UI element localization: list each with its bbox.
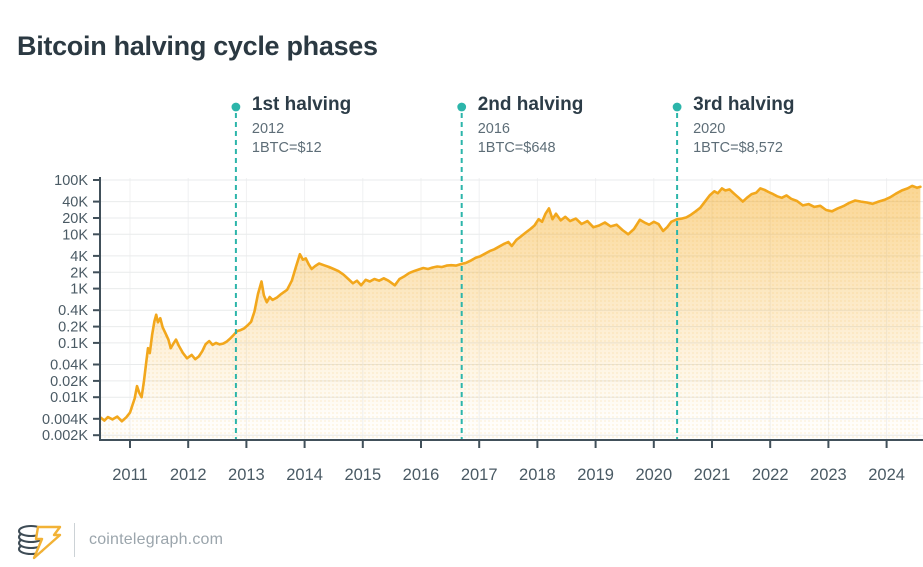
cointelegraph-coins-lightning-icon <box>17 524 62 560</box>
x-tick-label: 2020 <box>635 466 672 484</box>
footer: cointelegraph.com <box>16 520 223 560</box>
price-line <box>99 184 922 423</box>
x-tick-label: 2012 <box>170 466 207 484</box>
y-tick-label: 10K <box>62 227 88 243</box>
y-tick-label: 0.04K <box>50 358 88 374</box>
y-tick-label: 0.01K <box>50 390 88 406</box>
y-tick-label: 40K <box>62 195 88 211</box>
x-tick-label: 2015 <box>344 466 381 484</box>
x-tick-label: 2011 <box>112 466 147 484</box>
annotation-price: 1BTC=$8,572 <box>693 140 783 157</box>
annotation-price: 1BTC=$648 <box>477 140 556 157</box>
y-tick-label: 100K <box>54 173 88 189</box>
y-tick-label: 0.02K <box>50 374 88 390</box>
y-tick-label: 0.002K <box>42 428 88 444</box>
annotation-title: 1st halving <box>251 94 352 115</box>
x-tick-label: 2016 <box>403 466 440 484</box>
x-tick-label: 2023 <box>810 466 847 484</box>
price-area-texture <box>100 185 921 438</box>
annotation-1st-halving: 1st halving 2012 1BTC=$12 <box>251 94 432 158</box>
annotation-2nd-halving: 2nd halving 2016 1BTC=$648 <box>477 94 658 158</box>
annotation-year: 2012 <box>251 120 285 137</box>
annotation-title: 3rd halving <box>693 94 795 115</box>
x-tick-label: 2021 <box>694 466 731 484</box>
annotation-3rd-halving: 3rd halving 2020 1BTC=$8,572 <box>693 94 873 158</box>
annotation-price: 1BTC=$12 <box>251 140 322 157</box>
halving-marker-dot <box>672 102 682 112</box>
footer-site-label: cointelegraph.com <box>89 531 224 548</box>
y-tick-label: 0.004K <box>42 412 88 428</box>
annotation-title: 2nd halving <box>477 94 584 115</box>
y-tick-label: 0.2K <box>58 320 88 336</box>
x-tick-label: 2017 <box>461 466 498 484</box>
x-tick-label: 2022 <box>752 466 789 484</box>
x-tick-label: 2014 <box>286 466 323 484</box>
x-tick-label: 2018 <box>519 466 556 484</box>
y-tick-label: 0.4K <box>58 303 88 319</box>
x-tick-label: 2019 <box>577 466 614 484</box>
x-tick-label: 2024 <box>868 466 905 484</box>
x-tick-label: 2013 <box>228 466 265 484</box>
y-tick-label: 2K <box>70 265 88 281</box>
y-tick-label: 4K <box>70 249 88 265</box>
y-tick-label: 20K <box>62 211 88 227</box>
annotation-year: 2020 <box>693 120 726 137</box>
halving-marker-dot <box>231 102 241 112</box>
y-tick-label: 0.1K <box>58 336 88 352</box>
y-tick-label: 1K <box>70 282 88 298</box>
page-title: Bitcoin halving cycle phases <box>17 31 378 62</box>
annotation-year: 2016 <box>477 120 510 137</box>
halving-marker-dot <box>457 102 467 112</box>
footer-divider <box>74 523 75 557</box>
